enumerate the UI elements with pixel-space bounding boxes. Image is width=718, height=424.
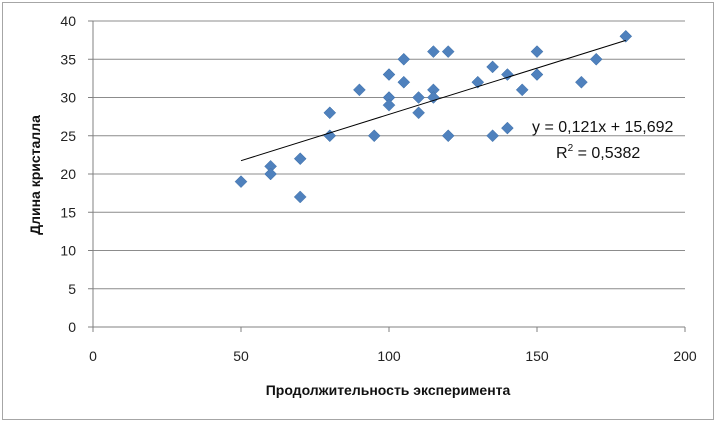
x-tick-label: 200 (673, 348, 697, 364)
data-point-marker (353, 83, 366, 97)
y-tick-label: 25 (60, 128, 76, 144)
y-tick-label: 0 (68, 319, 76, 335)
trendline (240, 39, 626, 162)
x-tick-label: 150 (525, 348, 549, 364)
y-tick-label: 30 (60, 90, 76, 106)
data-point-marker (619, 29, 633, 43)
data-point-marker (441, 45, 455, 58)
data-point-marker (441, 129, 455, 143)
data-point-marker (515, 83, 529, 97)
data-point-marker (397, 52, 411, 66)
data-point-marker (234, 175, 248, 189)
data-point-marker (293, 190, 307, 204)
data-point-marker (575, 75, 588, 89)
y-axis-title: Длина кристалла (27, 115, 43, 235)
data-point-marker (530, 45, 544, 58)
data-point-marker (486, 60, 499, 74)
x-tick-labels: 0 50 100 150 200 (89, 348, 697, 364)
y-tick-label: 35 (60, 51, 76, 67)
x-tick-label: 100 (377, 348, 401, 364)
data-point-marker (367, 129, 381, 143)
data-point-marker (412, 91, 425, 104)
x-tick-label: 0 (89, 348, 97, 364)
y-tick-label: 20 (60, 166, 76, 182)
data-points (234, 29, 633, 204)
x-axis-title: Продолжительность эксперимента (266, 382, 511, 398)
data-point-marker (382, 98, 396, 112)
data-point-marker (397, 75, 411, 89)
x-tick-label: 50 (233, 348, 249, 364)
data-point-marker (264, 167, 277, 181)
y-tick-label: 15 (60, 204, 76, 220)
y-tick-labels: 0 5 10 15 20 25 30 35 40 (60, 13, 76, 335)
data-point-marker (427, 45, 440, 58)
data-point-marker (486, 129, 499, 143)
gridlines (88, 20, 686, 332)
y-tick-label: 40 (60, 13, 76, 29)
y-tick-label: 5 (68, 281, 76, 297)
data-point-marker (382, 68, 396, 81)
data-point-marker (501, 68, 514, 81)
data-point-marker (293, 152, 307, 166)
axes (92, 21, 685, 328)
trend-equation-label: y = 0,121x + 15,692 (532, 119, 674, 136)
data-point-marker (501, 121, 514, 135)
data-point-marker (530, 68, 544, 81)
r-squared-label: R2 = 0,5382 (556, 143, 640, 162)
data-point-marker (427, 91, 440, 104)
data-point-marker (323, 106, 337, 120)
y-tick-label: 10 (60, 243, 76, 259)
data-point-marker (412, 106, 425, 120)
chart-frame (2, 2, 714, 420)
data-point-marker (589, 52, 603, 66)
